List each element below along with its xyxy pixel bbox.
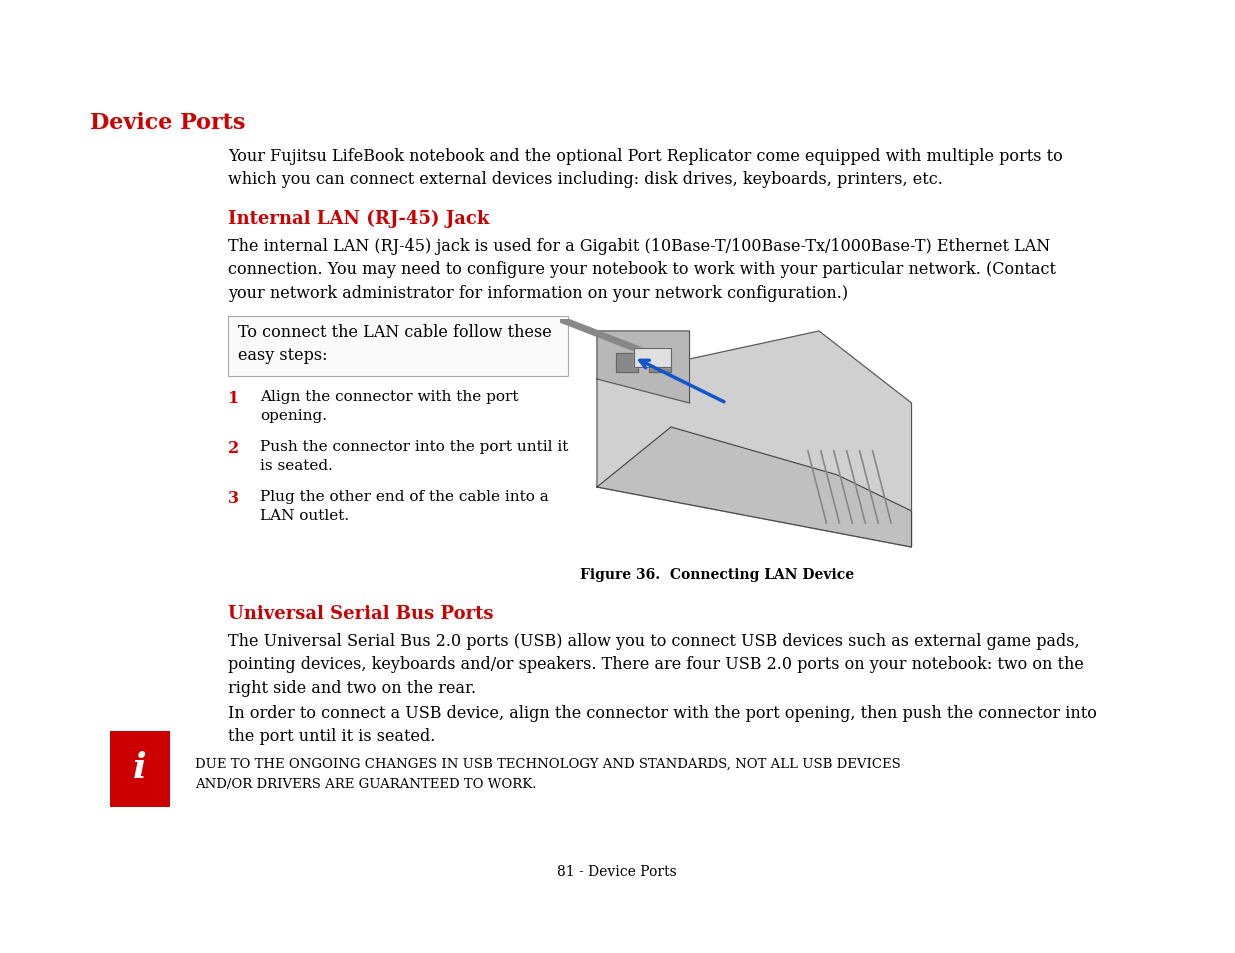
Bar [648, 354, 671, 373]
Text: i: i [133, 751, 147, 784]
Text: Push the connector into the port until it
is seated.: Push the connector into the port until i… [261, 439, 568, 473]
Text: 1: 1 [228, 390, 240, 407]
Text: Align the connector with the port
opening.: Align the connector with the port openin… [261, 390, 519, 423]
Polygon shape [597, 332, 689, 403]
Text: Your Fujitsu LifeBook notebook and the optional Port Replicator come equipped wi: Your Fujitsu LifeBook notebook and the o… [228, 148, 1063, 189]
Bar [615, 354, 637, 373]
Text: AND/OR DRIVERS ARE GUARANTEED TO WORK.: AND/OR DRIVERS ARE GUARANTEED TO WORK. [195, 778, 536, 790]
Text: Plug the other end of the cable into a
LAN outlet.: Plug the other end of the cable into a L… [261, 490, 548, 523]
Bar [634, 349, 671, 368]
Polygon shape [597, 428, 911, 547]
Text: Figure 36.  Connecting LAN Device: Figure 36. Connecting LAN Device [580, 567, 855, 581]
Bar [648, 354, 671, 373]
Bar [615, 354, 637, 373]
Text: In order to connect a USB device, align the connector with the port opening, the: In order to connect a USB device, align … [228, 704, 1097, 744]
FancyBboxPatch shape [109, 729, 172, 809]
Text: Internal LAN (RJ-45) Jack: Internal LAN (RJ-45) Jack [228, 210, 489, 228]
Text: To connect the LAN cable follow these
easy steps:: To connect the LAN cable follow these ea… [238, 324, 552, 364]
Text: Universal Serial Bus Ports: Universal Serial Bus Ports [228, 604, 494, 622]
Text: DUE TO THE ONGOING CHANGES IN USB TECHNOLOGY AND STANDARDS, NOT ALL USB DEVICES: DUE TO THE ONGOING CHANGES IN USB TECHNO… [195, 758, 900, 770]
Bar [228, 316, 568, 376]
Text: 81 - Device Ports: 81 - Device Ports [557, 864, 677, 878]
Text: 3: 3 [228, 490, 240, 506]
Text: 2: 2 [228, 439, 240, 456]
Text: Device Ports: Device Ports [90, 112, 246, 133]
Text: The internal LAN (RJ-45) jack is used for a Gigabit (10Base-T/100Base-Tx/1000Bas: The internal LAN (RJ-45) jack is used fo… [228, 237, 1056, 302]
Text: The Universal Serial Bus 2.0 ports (USB) allow you to connect USB devices such a: The Universal Serial Bus 2.0 ports (USB)… [228, 633, 1084, 697]
Bar [634, 349, 671, 368]
Polygon shape [597, 332, 911, 547]
